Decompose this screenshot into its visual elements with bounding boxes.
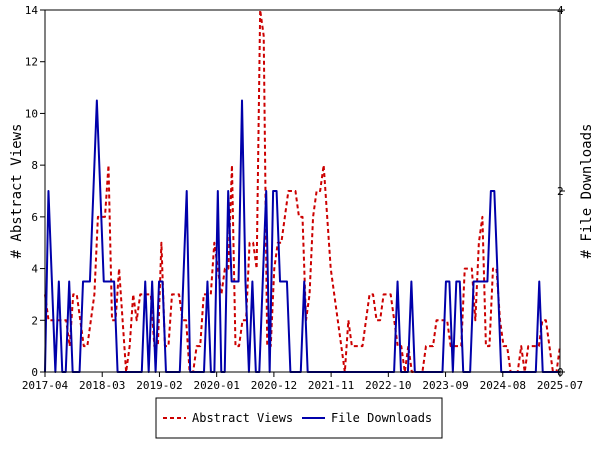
- x-tick-label: 2022-10: [365, 379, 411, 392]
- x-tick-label: 2020-01: [193, 379, 239, 392]
- x-tick-label: 2021-11: [308, 379, 354, 392]
- left-tick-label: 14: [25, 4, 39, 17]
- right-axis-title: # File Downloads: [579, 124, 595, 259]
- x-tick-label: 2020-12: [251, 379, 297, 392]
- left-axis-title: # Abstract Views: [9, 124, 25, 259]
- x-tick-label: 2018-03: [79, 379, 125, 392]
- x-tick-label: 2017-04: [22, 379, 69, 392]
- legend-box: [155, 397, 443, 439]
- left-tick-label: 4: [31, 263, 38, 276]
- plot-lines: [44, 9, 561, 373]
- legend: Abstract Views File Downloads: [155, 397, 443, 439]
- x-axis-ticks: 2017-04 2018-03 2019-02 2020-01 2020-12 2021-…: [22, 372, 583, 392]
- left-axis-ticks: 0 2 4 6 8 10 12 14: [25, 4, 45, 379]
- left-tick-label: 6: [31, 211, 38, 224]
- x-tick-label: 2019-02: [136, 379, 182, 392]
- legend-label-abstract-views: Abstract Views: [192, 411, 293, 425]
- x-tick-label: 2025-07: [537, 379, 583, 392]
- left-tick-label: 2: [31, 314, 38, 327]
- legend-label-file-downloads: File Downloads: [331, 411, 432, 425]
- series-line-abstract-views: [44, 9, 561, 373]
- left-tick-label: 0: [31, 366, 38, 379]
- right-axis-ticks: 024: [557, 4, 565, 379]
- x-tick-label: 2024-08: [480, 379, 526, 392]
- left-tick-label: 8: [31, 159, 38, 172]
- x-tick-label: 2023-09: [422, 379, 468, 392]
- left-tick-label: 12: [25, 56, 38, 69]
- right-tick-label: 4: [557, 4, 564, 17]
- left-tick-label: 10: [25, 107, 38, 120]
- right-tick-label: 2: [557, 185, 564, 198]
